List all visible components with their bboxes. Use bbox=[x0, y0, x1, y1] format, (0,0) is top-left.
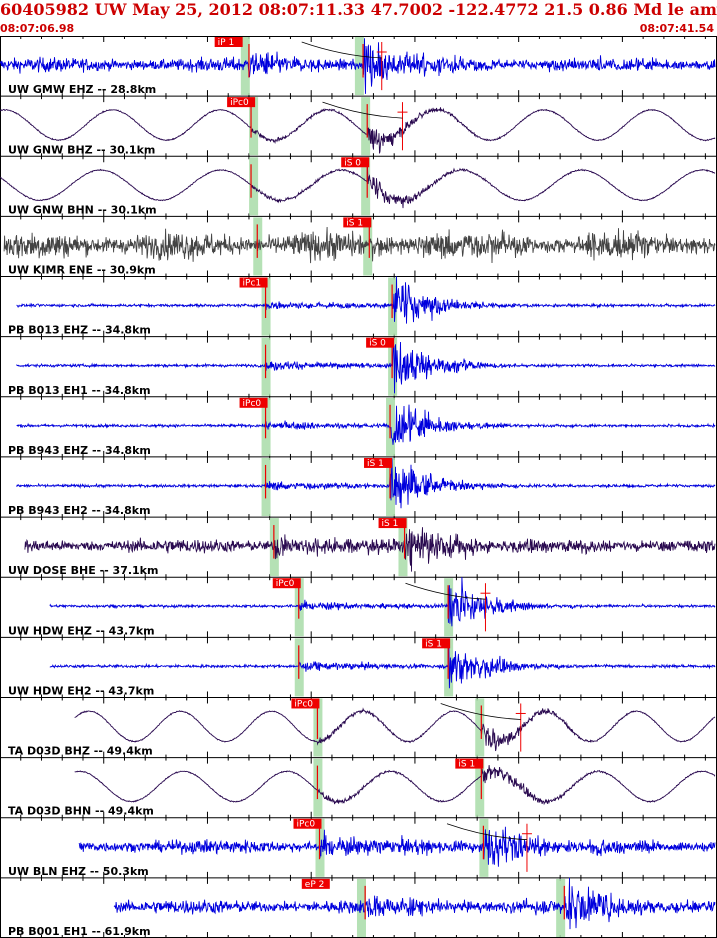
station-label: PB B943 EHZ -- 34.8km bbox=[8, 444, 151, 457]
pick-label: iS 0 bbox=[369, 339, 386, 349]
seismogram-plot: iP 1 UW GMW EHZ -- 28.8km iPc0 UW GNW BHZ -… bbox=[0, 36, 717, 938]
pick-label-box bbox=[227, 97, 256, 108]
trace-row: iPc0 UW GNW BHZ -- 30.1km bbox=[0, 95, 717, 157]
trace-row: iS 1 PB B943 EH2 -- 34.8km bbox=[0, 456, 717, 518]
waveform-trace bbox=[113, 877, 716, 930]
pick-label: iS 1 bbox=[382, 519, 399, 529]
trace-row: iPc0 UW HDW EHZ -- 43.7km bbox=[0, 576, 717, 638]
analysis-window bbox=[475, 758, 485, 817]
analysis-window bbox=[240, 37, 250, 96]
page-title: 60405982 UW May 25, 2012 08:07:11.33 47.… bbox=[0, 0, 717, 19]
waveform-trace bbox=[49, 576, 716, 627]
trace-row: iS 0 UW GNW BHN -- 30.1km bbox=[0, 155, 717, 217]
start-timestamp: 08:07:06.98 bbox=[0, 22, 75, 35]
analysis-window bbox=[354, 37, 364, 96]
station-label: UW BLN EHZ -- 50.3km bbox=[8, 865, 149, 878]
station-label: UW KIMR ENE -- 30.9km bbox=[8, 264, 156, 277]
trace-row: iP 1 UW GMW EHZ -- 28.8km bbox=[0, 36, 716, 97]
trace-row: iS 1 UW DOSE BHE -- 37.1km bbox=[0, 516, 717, 578]
waveform-trace bbox=[16, 404, 716, 445]
waveform-trace bbox=[0, 107, 716, 154]
station-label: PB B001 EH1 -- 61.9km bbox=[8, 925, 151, 938]
station-label: PB B943 EH2 -- 34.8km bbox=[8, 504, 151, 517]
pick-label: iPc0 bbox=[243, 399, 262, 409]
pick-label: iP 1 bbox=[218, 38, 235, 48]
analysis-window bbox=[361, 97, 371, 156]
trace-row: iPc1 PB B013 EHZ -- 34.8km bbox=[0, 276, 717, 337]
pick-label-box bbox=[364, 457, 393, 468]
pick-label: iPc0 bbox=[294, 699, 313, 709]
pick-label-box bbox=[291, 698, 320, 709]
pick-label: iPc1 bbox=[243, 279, 262, 289]
trace-row: iPc0 TA D03D BHZ -- 49.4km bbox=[0, 696, 717, 758]
trace-row: iS 1 TA D03D BHN -- 49.4km bbox=[0, 757, 717, 818]
decay-curve bbox=[322, 101, 403, 119]
waveform-trace bbox=[16, 458, 716, 509]
trace-row: eP 2 PB B001 EH1 -- 61.9km bbox=[0, 877, 717, 938]
station-label: PB B013 EHZ -- 34.8km bbox=[8, 324, 151, 337]
analysis-window bbox=[361, 157, 371, 216]
decay-curve bbox=[405, 582, 486, 600]
pick-label: iS 1 bbox=[367, 459, 384, 469]
trace-row: iPc0 PB B943 EHZ -- 34.8km bbox=[0, 396, 717, 457]
trace-row: iPc0 UW BLN EHZ -- 50.3km bbox=[0, 817, 717, 878]
station-label: UW GNW BHN -- 30.1km bbox=[8, 203, 157, 216]
pick-label: eP 2 bbox=[305, 880, 325, 890]
trace-row: iS 1 UW HDW EH2 -- 43.7km bbox=[0, 636, 717, 698]
pick-label: iS 1 bbox=[346, 218, 363, 228]
pick-label-box bbox=[214, 37, 243, 47]
analysis-window bbox=[475, 698, 485, 757]
waveform-trace bbox=[74, 765, 716, 806]
station-label: UW GNW BHZ -- 30.1km bbox=[8, 143, 155, 156]
pick-label-box bbox=[293, 818, 322, 829]
decay-curve bbox=[440, 703, 521, 720]
station-label: PB B013 EH1 -- 34.8km bbox=[8, 384, 151, 397]
pick-label-box bbox=[455, 758, 484, 769]
pick-label: iS 0 bbox=[344, 158, 361, 168]
station-label: UW DOSE BHE -- 37.1km bbox=[8, 564, 158, 577]
pick-label: iPc0 bbox=[296, 820, 315, 830]
station-label: TA D03D BHN -- 49.4km bbox=[8, 805, 154, 818]
pick-label: iPc0 bbox=[230, 98, 249, 108]
trace-row: iS 1 UW KIMR ENE -- 30.9km bbox=[0, 215, 717, 277]
pick-label: iS 1 bbox=[458, 760, 475, 770]
decay-curve bbox=[446, 823, 528, 841]
station-label: TA D03D BHZ -- 49.4km bbox=[8, 745, 153, 758]
waveform-trace bbox=[16, 276, 716, 324]
pick-label-box bbox=[366, 337, 395, 348]
pick-label-box bbox=[343, 217, 372, 228]
pick-label-box bbox=[301, 878, 330, 889]
pick-label-box bbox=[341, 157, 370, 168]
analysis-window bbox=[363, 217, 373, 276]
pick-label-box bbox=[378, 518, 407, 529]
station-label: UW HDW EHZ -- 43.7km bbox=[8, 624, 155, 637]
trace-row: iS 0 PB B013 EH1 -- 34.8km bbox=[0, 336, 717, 397]
waveform-trace bbox=[0, 38, 716, 94]
pick-label-box bbox=[239, 277, 268, 288]
station-label: UW GMW EHZ -- 28.8km bbox=[8, 83, 156, 96]
pick-label-box bbox=[239, 397, 268, 408]
analysis-window bbox=[249, 157, 259, 216]
decay-curve bbox=[301, 41, 382, 59]
waveform-trace bbox=[74, 707, 716, 752]
waveform-trace bbox=[16, 341, 716, 394]
waveform-trace bbox=[3, 226, 716, 264]
pick-label: iS 1 bbox=[425, 639, 442, 649]
waveform-trace bbox=[0, 165, 716, 209]
waveform-trace bbox=[49, 645, 716, 689]
pick-label-box bbox=[272, 578, 301, 589]
end-timestamp: 08:07:41.54 bbox=[639, 22, 714, 35]
station-label: UW HDW EH2 -- 43.7km bbox=[8, 684, 154, 697]
waveform-trace bbox=[24, 527, 716, 572]
analysis-window bbox=[249, 97, 259, 156]
pick-label: iPc0 bbox=[276, 579, 295, 589]
waveform-trace bbox=[78, 826, 716, 867]
pick-label-box bbox=[422, 638, 451, 649]
